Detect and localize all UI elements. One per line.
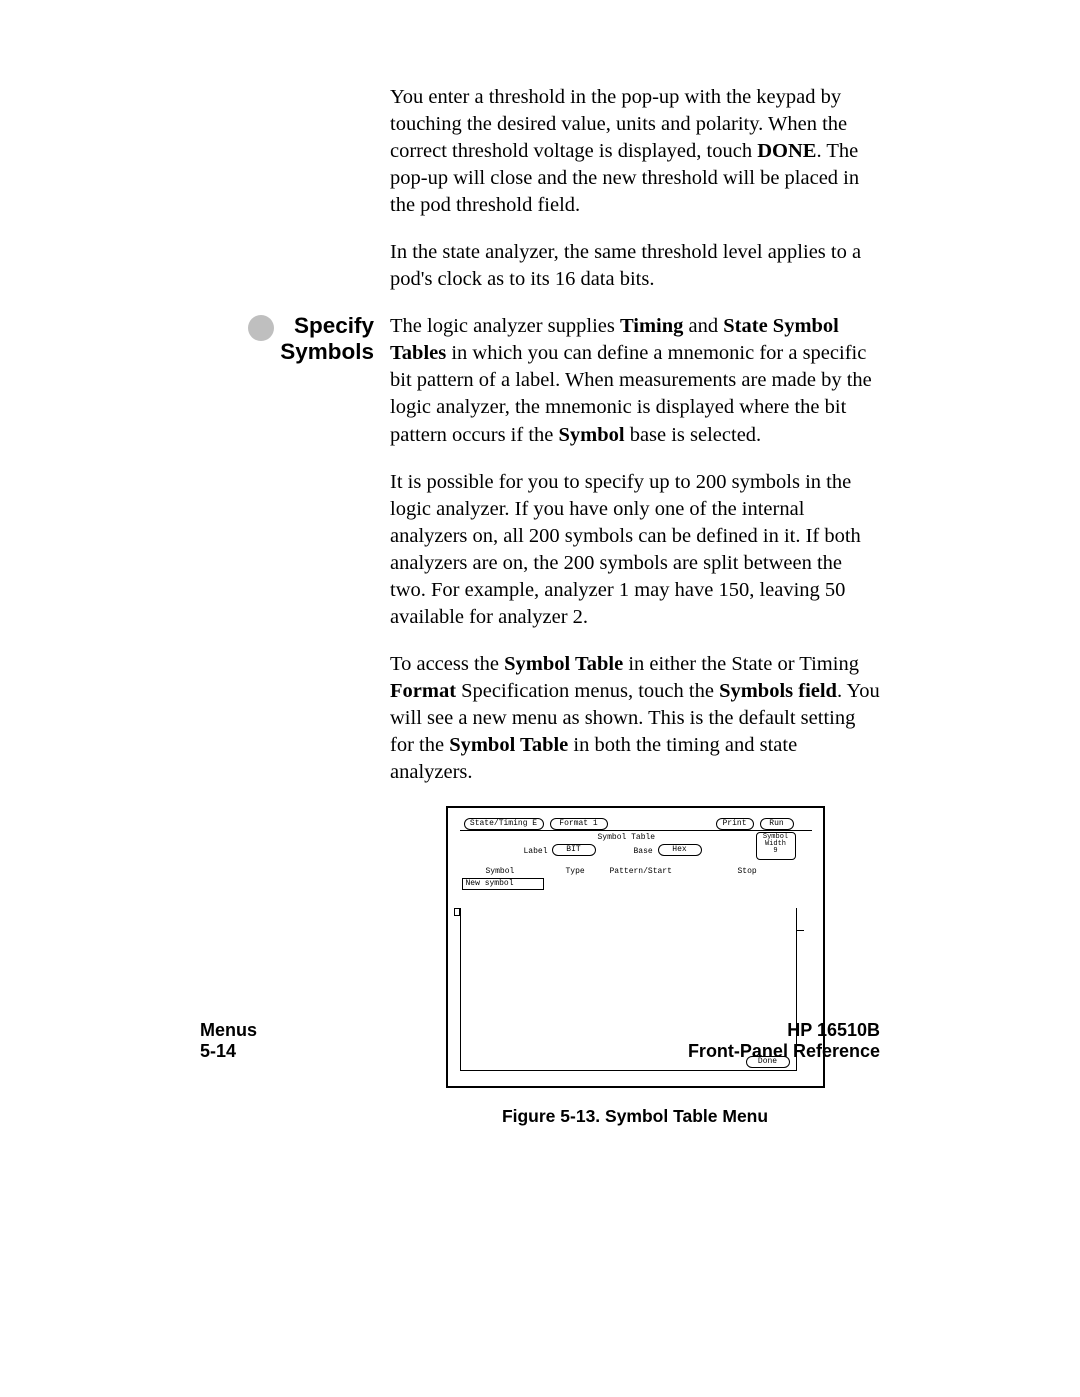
text-bold: Symbol Table	[449, 734, 568, 756]
text: in either the State or Timing	[623, 653, 859, 675]
hex-button[interactable]: Hex	[658, 844, 702, 856]
heading-line-1: Specify	[294, 313, 374, 338]
text-bold: Format	[390, 680, 456, 702]
paragraph-2: In the state analyzer, the same threshol…	[390, 239, 880, 293]
page-footer: Menus 5-14 HP 16510B Front-Panel Referen…	[200, 1020, 880, 1062]
text: and	[683, 315, 723, 337]
paragraph-1: You enter a threshold in the pop-up with…	[390, 84, 880, 219]
text-bold: DONE	[757, 140, 816, 162]
heading-line-2: Symbols	[280, 339, 374, 364]
label-text: Label	[524, 848, 548, 856]
text-bold: Timing	[620, 315, 683, 337]
run-button[interactable]: Run	[760, 818, 794, 830]
footer-product: HP 16510B	[688, 1020, 880, 1041]
col-header-stop: Stop	[738, 868, 757, 876]
paragraph-3: The logic analyzer supplies Timing and S…	[390, 313, 880, 448]
footer-page-number: 5-14	[200, 1041, 257, 1062]
paragraph-5: To access the Symbol Table in either the…	[390, 651, 880, 786]
text: base is selected.	[625, 424, 762, 446]
figure-caption: Figure 5-13. Symbol Table Menu	[502, 1106, 768, 1127]
symbol-table-title: Symbol Table	[598, 834, 656, 842]
col-header-symbol: Symbol	[486, 868, 515, 876]
paragraph-4: It is possible for you to specify up to …	[390, 469, 880, 631]
text: The logic analyzer supplies	[390, 315, 620, 337]
text-bold: Symbol	[558, 424, 624, 446]
symbol-width-box[interactable]: Symbol Width 9	[756, 832, 796, 860]
bullet-circle-icon	[248, 315, 274, 341]
footer-section-name: Menus	[200, 1020, 257, 1041]
symbol-width-line-3: 9	[757, 848, 795, 855]
text-bold: Symbols field	[719, 680, 837, 702]
col-header-type: Type	[566, 868, 585, 876]
print-button[interactable]: Print	[716, 818, 754, 830]
text: Specification menus, touch the	[456, 680, 719, 702]
col-header-pattern: Pattern/Start	[610, 868, 672, 876]
new-symbol-field[interactable]: New symbol	[462, 878, 544, 890]
text: To access the	[390, 653, 504, 675]
text-bold: Symbol Table	[504, 653, 623, 675]
state-timing-button[interactable]: State/Timing E	[464, 818, 544, 830]
bit-button[interactable]: BIT	[552, 844, 596, 856]
format-1-button[interactable]: Format 1	[550, 818, 608, 830]
footer-doc-title: Front-Panel Reference	[688, 1041, 880, 1062]
base-text: Base	[634, 848, 653, 856]
section-heading: Specify Symbols	[280, 313, 374, 365]
